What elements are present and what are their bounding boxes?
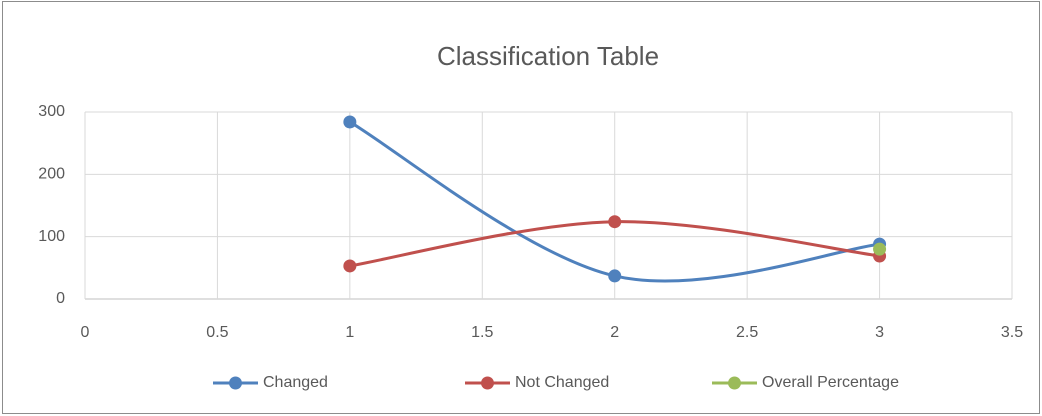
x-tick-label: 1.5 xyxy=(471,324,493,341)
legend-swatch-marker xyxy=(728,376,741,390)
data-point xyxy=(873,242,887,256)
data-point xyxy=(343,259,357,273)
y-tick-label: 300 xyxy=(38,103,65,120)
data-point xyxy=(608,269,622,283)
data-point xyxy=(343,115,357,129)
y-tick-label: 0 xyxy=(56,290,65,307)
legend-label: Changed xyxy=(263,374,328,391)
y-tick-label: 100 xyxy=(38,228,65,245)
data-point xyxy=(608,215,622,229)
x-tick-label: 3 xyxy=(875,324,884,341)
x-tick-label: 0 xyxy=(81,324,90,341)
x-tick-label: 1 xyxy=(345,324,354,341)
chart-title: Classification Table xyxy=(437,41,659,71)
x-tick-label: 3.5 xyxy=(1001,324,1023,341)
legend-label: Not Changed xyxy=(515,374,609,391)
legend-label: Overall Percentage xyxy=(762,374,899,391)
legend-swatch-marker xyxy=(229,376,242,390)
x-tick-label: 2.5 xyxy=(736,324,758,341)
y-tick-label: 200 xyxy=(38,166,65,183)
legend-swatch-marker xyxy=(481,376,494,390)
x-tick-label: 0.5 xyxy=(206,324,228,341)
x-tick-label: 2 xyxy=(610,324,619,341)
